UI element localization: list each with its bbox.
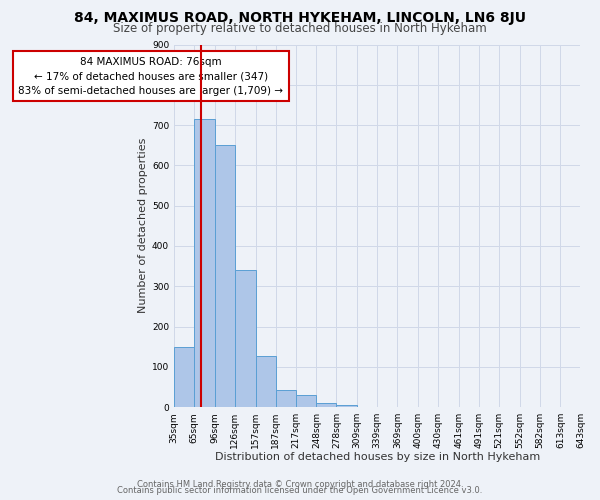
- Text: 84, MAXIMUS ROAD, NORTH HYKEHAM, LINCOLN, LN6 8JU: 84, MAXIMUS ROAD, NORTH HYKEHAM, LINCOLN…: [74, 11, 526, 25]
- Bar: [235, 270, 256, 407]
- Y-axis label: Number of detached properties: Number of detached properties: [138, 138, 148, 314]
- Bar: [194, 119, 215, 407]
- Text: Size of property relative to detached houses in North Hykeham: Size of property relative to detached ho…: [113, 22, 487, 35]
- Bar: [275, 390, 296, 407]
- X-axis label: Distribution of detached houses by size in North Hykeham: Distribution of detached houses by size …: [215, 452, 540, 462]
- Bar: [296, 395, 316, 407]
- Bar: [337, 405, 357, 407]
- Text: Contains public sector information licensed under the Open Government Licence v3: Contains public sector information licen…: [118, 486, 482, 495]
- Bar: [256, 356, 275, 407]
- Text: 84 MAXIMUS ROAD: 76sqm
← 17% of detached houses are smaller (347)
83% of semi-de: 84 MAXIMUS ROAD: 76sqm ← 17% of detached…: [19, 56, 283, 96]
- Text: Contains HM Land Registry data © Crown copyright and database right 2024.: Contains HM Land Registry data © Crown c…: [137, 480, 463, 489]
- Bar: [174, 346, 194, 407]
- Bar: [316, 403, 337, 407]
- Bar: [215, 145, 235, 407]
